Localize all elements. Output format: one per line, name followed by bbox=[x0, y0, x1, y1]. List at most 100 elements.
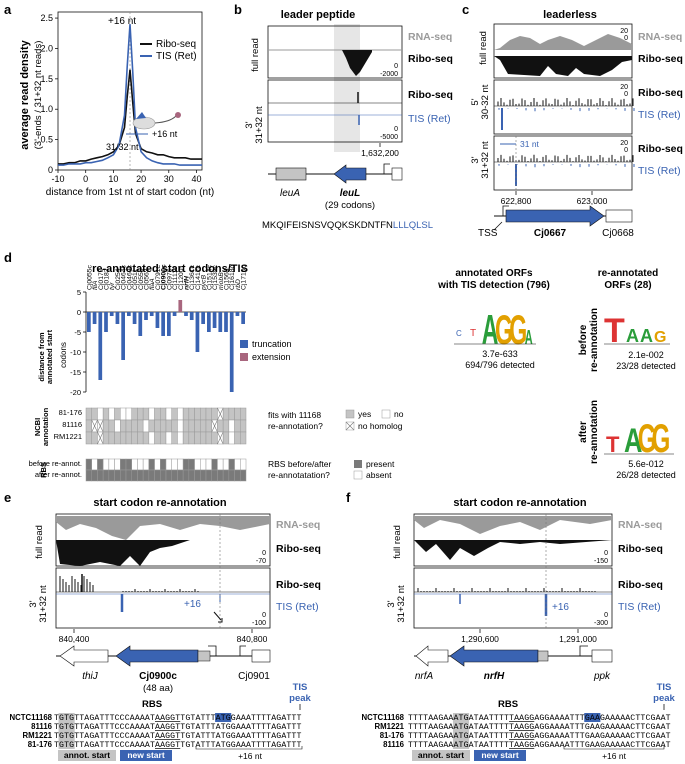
panel-c-track3 bbox=[493, 135, 633, 191]
panel-f-new: new start bbox=[481, 750, 518, 760]
d-ncbi-cell bbox=[154, 407, 161, 421]
d-bar-Cj0791c bbox=[155, 312, 160, 328]
d-ncbi-cell bbox=[182, 431, 190, 445]
strain-label: NCTC11168 bbox=[10, 713, 53, 722]
gene-Cj0900c bbox=[115, 645, 199, 667]
d-ncbi-cell bbox=[114, 407, 121, 421]
d-rbs-cell bbox=[177, 458, 184, 471]
panel-c-track2 bbox=[493, 79, 633, 135]
panel-b-rna-label: RNA-seq bbox=[408, 31, 452, 43]
d-rbs-cell bbox=[142, 458, 150, 471]
panel-f-row1: full read bbox=[392, 525, 403, 559]
panel-c-tss-label: TSS bbox=[478, 228, 498, 239]
ncbi-row-1: 81-176 bbox=[59, 408, 82, 417]
panel-f-gene1: nrfA bbox=[415, 671, 434, 682]
panel-d-ylabel1: distance from bbox=[37, 332, 46, 382]
annot-start-highlight bbox=[452, 740, 470, 749]
d-ncbi-cell bbox=[137, 431, 144, 445]
panel-e-tss-arrow-2 bbox=[239, 645, 246, 656]
panel-e-row2a: 3' bbox=[28, 600, 39, 607]
panel-c-ribo-signal bbox=[494, 56, 632, 76]
d-rbs-cell bbox=[240, 458, 247, 471]
panel-e-s2b: -100 bbox=[252, 620, 266, 627]
d-gene-label-24: Cj1564 bbox=[224, 268, 231, 290]
panel-c-gene-label: Cj0667 bbox=[534, 228, 567, 239]
d-rbs-cell bbox=[228, 469, 235, 482]
panel-f-tispeak2: peak bbox=[653, 693, 675, 704]
d-rbs-cell bbox=[85, 469, 92, 482]
d-rbs-cell bbox=[114, 469, 121, 482]
d-rbs-cell bbox=[91, 458, 98, 471]
panel-d-yunit: codons bbox=[59, 342, 68, 368]
d-ncbi-cell bbox=[177, 419, 184, 433]
d-ncbi-cell bbox=[102, 431, 110, 445]
panel-letter-f: f bbox=[346, 490, 351, 505]
d-rbs-cell bbox=[182, 469, 190, 482]
d-gene-label-7: Cj0469c bbox=[126, 264, 133, 290]
d-ncbi-cell bbox=[182, 407, 190, 421]
d-rbs-cell bbox=[171, 458, 178, 471]
peptide-blue: LLLQLSL bbox=[393, 220, 433, 231]
d-ncbi-cell bbox=[142, 407, 150, 421]
d-gene-label-9: Cj0555 bbox=[138, 268, 145, 290]
d-gene-label-15: Cj1111c bbox=[172, 266, 179, 290]
panel-a-lines bbox=[58, 12, 202, 170]
annot-start-highlight bbox=[452, 713, 470, 722]
panel-c-row3a: 3' bbox=[470, 156, 481, 163]
d-gene-label-14: Cj0976 bbox=[166, 268, 173, 290]
d-ncbi-cross bbox=[217, 431, 224, 445]
d-rbs-cell bbox=[154, 458, 161, 471]
panel-d-ncbi1: NCBI bbox=[33, 418, 42, 436]
d-ncbi-cell bbox=[205, 407, 212, 421]
d-ncbi-cell bbox=[131, 407, 138, 421]
d-rbs-cell bbox=[211, 458, 218, 471]
d-ncbi-cross bbox=[97, 419, 104, 433]
legend-yes-swatch bbox=[345, 409, 355, 419]
panel-e-s2a: 0 bbox=[262, 612, 266, 619]
panel-e-annot: annot. start bbox=[64, 750, 110, 760]
d-ncbi-cross bbox=[97, 431, 104, 445]
annot-start-highlight bbox=[452, 722, 470, 731]
panel-c-tis1-label: TIS (Ret) bbox=[638, 109, 681, 121]
d-gene-label-13: Cj0900c bbox=[161, 264, 168, 290]
panel-d: d re-annotated start codons/TIS Cj0055cf… bbox=[4, 250, 404, 482]
d-ncbi-cell bbox=[120, 407, 127, 421]
panel-f-s2a: 0 bbox=[604, 612, 608, 619]
legend-truncation-swatch bbox=[240, 340, 248, 348]
panel-c-scale2b: 0 bbox=[624, 91, 628, 98]
d-rbs-cell bbox=[188, 458, 195, 471]
gene-thiJ bbox=[59, 645, 109, 667]
d-ncbi-cell bbox=[148, 407, 155, 421]
d-ytick-label-1: 0 bbox=[77, 308, 81, 317]
panel-e-arrow bbox=[213, 611, 222, 621]
motif-title-3: re-annotated bbox=[598, 268, 659, 279]
d-gene-label-27: Cj1710c bbox=[241, 264, 248, 290]
logo2-a: A bbox=[626, 326, 639, 346]
panel-c-tis2-label: TIS (Ret) bbox=[638, 165, 681, 177]
gene-ppk bbox=[591, 649, 613, 663]
panel-c-row3b: 31+32 nt bbox=[480, 141, 491, 179]
panel-e-gene2: Cj0900c bbox=[139, 671, 177, 682]
d-gene-label-11: flaA bbox=[149, 278, 156, 290]
d-ncbi-cell bbox=[177, 407, 184, 421]
d-rbs-cell bbox=[125, 458, 132, 471]
d-ncbi-cell bbox=[222, 419, 230, 433]
d-ncbi-cell bbox=[205, 431, 212, 445]
rbs-row-1: before re-annot. bbox=[29, 459, 82, 468]
panel-b-gene2-label: leuL bbox=[340, 188, 361, 199]
d-ncbi-cell bbox=[200, 431, 207, 445]
panel-e-ribo2-label: Ribo-seq bbox=[276, 579, 321, 591]
a-xtick-label-5: 40 bbox=[191, 174, 201, 184]
d-rbs-cell bbox=[108, 469, 115, 482]
panel-b-row2b: 31+32 nt bbox=[254, 106, 265, 144]
d-rbs-cell bbox=[137, 458, 144, 471]
legend-extension-swatch bbox=[240, 353, 248, 361]
d-bar-Cj1710c bbox=[241, 312, 245, 324]
panel-letter-c: c bbox=[462, 2, 469, 17]
panel-c-scale3b: 0 bbox=[624, 147, 628, 154]
d-bar-Cj1539c bbox=[212, 312, 217, 328]
d-ncbi-cell bbox=[222, 407, 230, 421]
d-bar-Cj0464c bbox=[121, 312, 125, 360]
d-rbs-cell bbox=[200, 458, 207, 471]
d-rbs-cell bbox=[171, 469, 178, 482]
